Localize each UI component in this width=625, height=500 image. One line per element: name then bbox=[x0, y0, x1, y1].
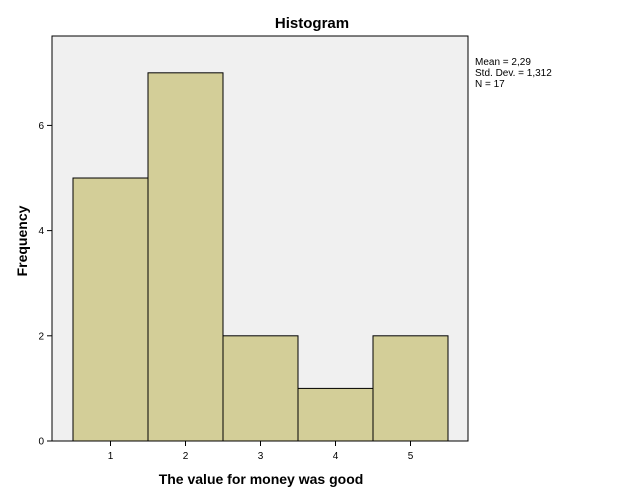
y-tick-label: 6 bbox=[38, 121, 44, 132]
stat-n: N = 17 bbox=[475, 79, 505, 90]
ticks-group: 0 2 4 6 1 2 3 4 5 bbox=[38, 121, 413, 462]
x-axis-title: The value for money was good bbox=[159, 471, 364, 487]
x-tick-label: 2 bbox=[183, 451, 189, 462]
chart-title: Histogram bbox=[275, 15, 349, 32]
y-tick-label: 4 bbox=[38, 226, 44, 237]
x-tick-label: 1 bbox=[108, 451, 114, 462]
stat-std-dev: Std. Dev. = 1,312 bbox=[475, 68, 552, 79]
stat-mean: Mean = 2,29 bbox=[475, 57, 531, 68]
y-tick-label: 0 bbox=[38, 437, 44, 448]
statistics-legend: Mean = 2,29 Std. Dev. = 1,312 N = 17 bbox=[475, 57, 552, 90]
x-tick-label: 4 bbox=[333, 451, 339, 462]
bar-1 bbox=[72, 177, 149, 442]
x-tick-label: 5 bbox=[408, 451, 414, 462]
bar-2 bbox=[147, 72, 224, 442]
bar-4 bbox=[297, 387, 374, 442]
bar-5 bbox=[372, 335, 449, 442]
y-axis-title: Frequency bbox=[14, 205, 30, 276]
x-tick-label: 3 bbox=[258, 451, 264, 462]
y-tick-label: 2 bbox=[38, 331, 44, 342]
bars-group bbox=[72, 72, 449, 442]
bar-3 bbox=[222, 335, 299, 442]
